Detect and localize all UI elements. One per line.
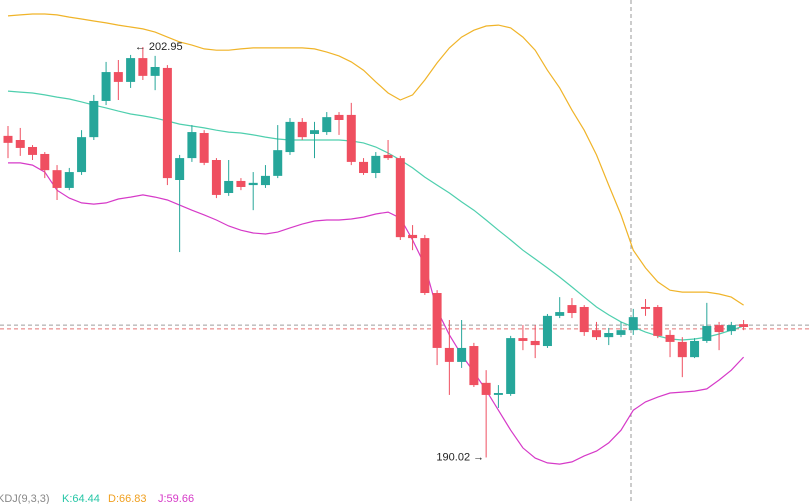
candle-body [359,161,369,174]
candle-body [567,305,577,314]
candle-body [383,154,393,159]
candle-body [113,72,123,82]
high-label: ← 202.95 [135,41,183,53]
candle-body [714,325,724,333]
candle-body [15,140,25,148]
candle-body [641,306,651,309]
low-label: 190.02 → [436,451,484,463]
candle-body [273,150,283,176]
candle-body [101,72,111,101]
candle-body [591,330,601,338]
candle-body [739,324,749,327]
candle-body [542,315,552,347]
candle-body [150,66,160,76]
candle-body [469,346,479,386]
candle-body [690,340,700,358]
indicator-value: D:66.83 [108,493,147,504]
candle-body [162,67,172,179]
candle-body [297,121,307,138]
candle-body [199,133,209,163]
candle-body [310,130,319,134]
candle-body [89,100,99,138]
candle-body [371,155,381,174]
candle-body [408,234,418,239]
candle-body [28,146,38,155]
candle-body [260,175,270,186]
candle-body [628,317,638,331]
band-line [8,162,745,465]
candle-body [77,137,87,173]
candle-body [518,338,528,341]
indicator-value: J:59.66 [158,493,194,504]
band-line [7,13,744,306]
candle-body [236,180,246,187]
candle-body [175,158,185,180]
candle-body [457,347,467,362]
candle-body [481,382,491,395]
candle-body [285,121,295,153]
candle-body [616,330,626,335]
candle-body [665,334,675,342]
candle-body [493,393,503,395]
candle-body [530,340,540,346]
candle-body [187,132,197,159]
candle-body [726,325,736,332]
candle-body [579,306,589,333]
candle-body [40,153,50,171]
candle-body [322,117,332,133]
candle-body [248,182,258,186]
candle-body [653,306,663,336]
candle-body [395,158,405,238]
candle-body [64,172,74,188]
candle-body [346,114,356,162]
candle-body [555,312,565,316]
candle-body [126,58,136,82]
candle-body [444,347,454,362]
candle-body [224,180,234,194]
candle-body [677,341,687,358]
candle-body [432,293,442,348]
candle-body [420,238,430,294]
band-line [7,90,744,341]
candle-body [604,333,614,338]
candle-body [211,160,221,195]
candle-body [138,58,148,76]
candle-body [52,170,62,188]
candle-body [334,114,344,120]
indicator-name: KDJ(9,3,3) [0,493,50,504]
candle-body [3,135,13,143]
candle-body [702,326,712,341]
candle-body [506,338,516,394]
indicator-value: K:64.44 [62,493,100,504]
